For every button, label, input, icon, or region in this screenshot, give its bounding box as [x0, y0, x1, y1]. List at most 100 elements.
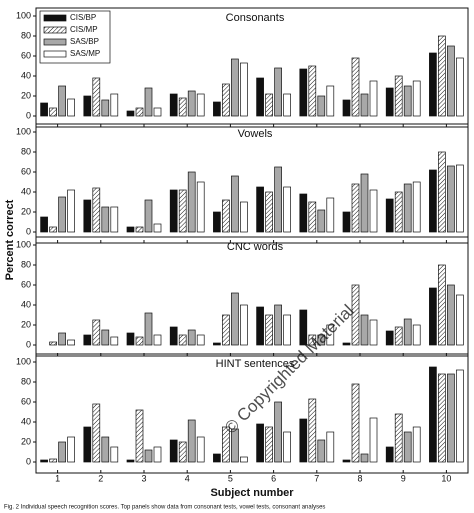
bar	[178, 441, 187, 463]
bar	[135, 226, 144, 233]
bar	[58, 441, 66, 463]
bar	[256, 306, 264, 346]
bar	[40, 216, 48, 233]
bar	[438, 373, 446, 463]
bar	[342, 99, 351, 117]
bar	[153, 107, 162, 117]
bar	[283, 314, 291, 346]
bar	[447, 45, 455, 117]
bar	[385, 446, 394, 463]
bar	[153, 223, 162, 233]
bar	[92, 403, 101, 463]
bar	[144, 312, 153, 346]
bar	[456, 369, 464, 463]
y-tick-label: 20	[21, 90, 31, 100]
bar	[447, 284, 455, 346]
bar	[144, 87, 153, 117]
x-axis-label: Subject number	[210, 487, 294, 499]
bar	[403, 431, 412, 463]
bar	[317, 95, 326, 117]
bar	[385, 330, 394, 346]
bar	[265, 191, 273, 233]
y-tick-label: 80	[21, 146, 31, 156]
bar	[265, 426, 273, 463]
bar	[394, 413, 403, 463]
legend-label: SAS/MP	[70, 49, 100, 58]
bar	[274, 67, 282, 117]
bar	[222, 426, 230, 463]
bar	[283, 93, 291, 117]
y-tick-label: 0	[26, 456, 31, 466]
bar	[299, 309, 308, 346]
panel-frame	[35, 236, 469, 357]
bar	[342, 211, 351, 233]
bar	[351, 57, 360, 117]
bar	[429, 52, 437, 117]
bar	[153, 446, 162, 463]
bar	[326, 431, 335, 463]
bar	[126, 226, 135, 233]
bar	[360, 314, 369, 346]
bar	[213, 211, 221, 233]
bar	[58, 196, 66, 233]
bar	[187, 329, 196, 346]
bar	[240, 201, 248, 233]
y-tick-label: 100	[16, 239, 31, 249]
bar	[135, 107, 144, 117]
bar	[317, 334, 326, 346]
bar	[283, 186, 291, 233]
bar	[308, 334, 317, 346]
y-tick-label: 60	[21, 396, 31, 406]
bar	[256, 423, 264, 463]
bar	[58, 332, 66, 346]
bar	[213, 453, 221, 463]
bar	[456, 57, 464, 117]
bar	[110, 446, 119, 463]
bar	[429, 287, 437, 346]
bar	[196, 93, 205, 117]
bar	[256, 77, 264, 117]
panel-frame	[35, 7, 469, 128]
bar	[49, 107, 57, 117]
bar	[360, 173, 369, 233]
x-tick-label: 3	[141, 473, 146, 483]
bar	[447, 373, 455, 463]
bar	[83, 334, 92, 346]
bar	[101, 99, 110, 117]
bar	[342, 459, 351, 463]
bar	[83, 426, 92, 463]
bar	[83, 199, 92, 233]
bar	[187, 419, 196, 463]
bar	[274, 401, 282, 463]
bar	[326, 324, 335, 346]
panel-title: CNC words	[227, 241, 284, 253]
bar	[222, 199, 230, 233]
bar	[153, 334, 162, 346]
legend-label: SAS/BP	[70, 37, 99, 46]
bar	[412, 181, 421, 233]
bar	[447, 165, 455, 233]
bar	[101, 206, 110, 233]
bar	[412, 324, 421, 346]
bar	[213, 101, 221, 117]
x-tick-label: 7	[314, 473, 319, 483]
bar	[196, 181, 205, 233]
y-tick-label: 60	[21, 50, 31, 60]
bar	[231, 292, 239, 346]
bar	[360, 453, 369, 463]
bar	[274, 304, 282, 346]
bar	[126, 110, 135, 117]
bar	[67, 189, 75, 233]
bar	[394, 326, 403, 346]
bar	[360, 93, 369, 117]
bar	[369, 417, 378, 463]
bar	[385, 87, 394, 117]
bar	[126, 459, 135, 463]
bar	[456, 164, 464, 233]
panel-frame	[35, 123, 469, 244]
bar	[135, 336, 144, 346]
bar	[369, 80, 378, 117]
bar	[67, 436, 75, 463]
y-tick-label: 80	[21, 376, 31, 386]
